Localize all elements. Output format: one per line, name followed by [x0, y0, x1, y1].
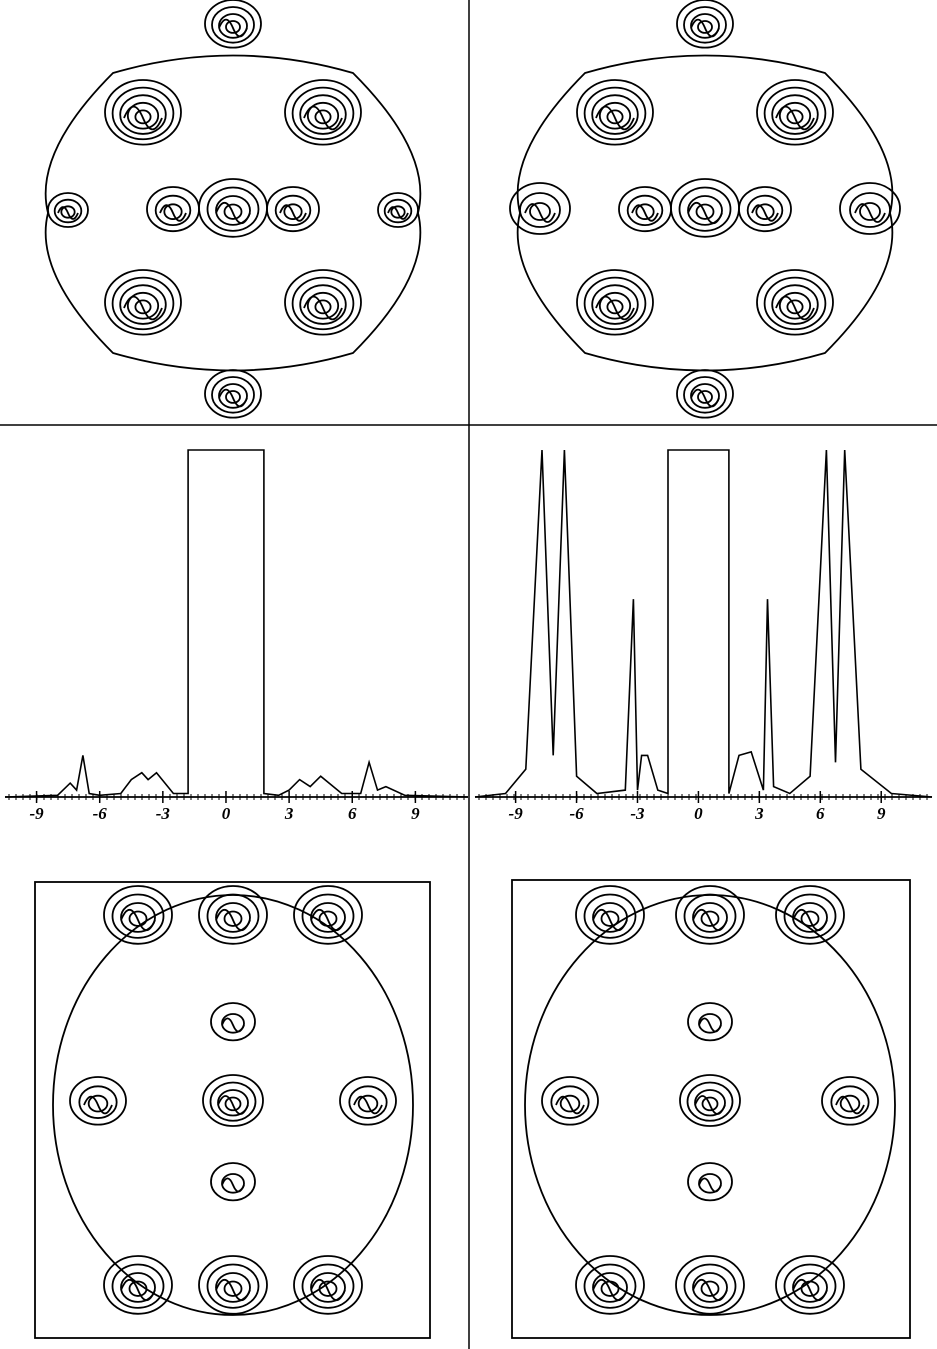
x-tick-label: -9	[29, 804, 44, 823]
x-tick-label: -3	[630, 804, 645, 823]
x-tick-label: 0	[222, 804, 231, 823]
spectrum-line	[5, 450, 468, 797]
contour-line	[577, 80, 653, 145]
x-tick-label: 3	[284, 804, 294, 823]
x-tick-label: 6	[816, 804, 825, 823]
x-tick-label: 6	[348, 804, 357, 823]
contour-line	[757, 80, 833, 145]
figure: -9 -6 -3 0 3 6 9 -9 -6 -3 0 3 6 9	[0, 0, 937, 1349]
x-tick-label: 9	[411, 804, 420, 823]
x-tick-label: -9	[509, 804, 524, 823]
x-tick-label: -3	[156, 804, 171, 823]
contour-line	[688, 1003, 732, 1040]
contour-line	[757, 270, 833, 335]
spectrum-line	[475, 450, 932, 797]
contour-line	[577, 270, 653, 335]
contour-line	[285, 80, 361, 145]
contour-line	[285, 270, 361, 335]
x-tick-label: -6	[93, 804, 108, 823]
x-tick-label: 3	[754, 804, 764, 823]
contour-line	[688, 1163, 732, 1200]
x-tick-label: 9	[877, 804, 886, 823]
x-tick-label: -6	[569, 804, 584, 823]
page: {"chart_data": [ {"type": "line", "x": […	[0, 0, 937, 1349]
contour-line	[105, 270, 181, 335]
contour-line	[105, 80, 181, 145]
contour-line	[211, 1163, 255, 1200]
x-tick-label: 0	[694, 804, 703, 823]
contour-line	[211, 1003, 255, 1040]
